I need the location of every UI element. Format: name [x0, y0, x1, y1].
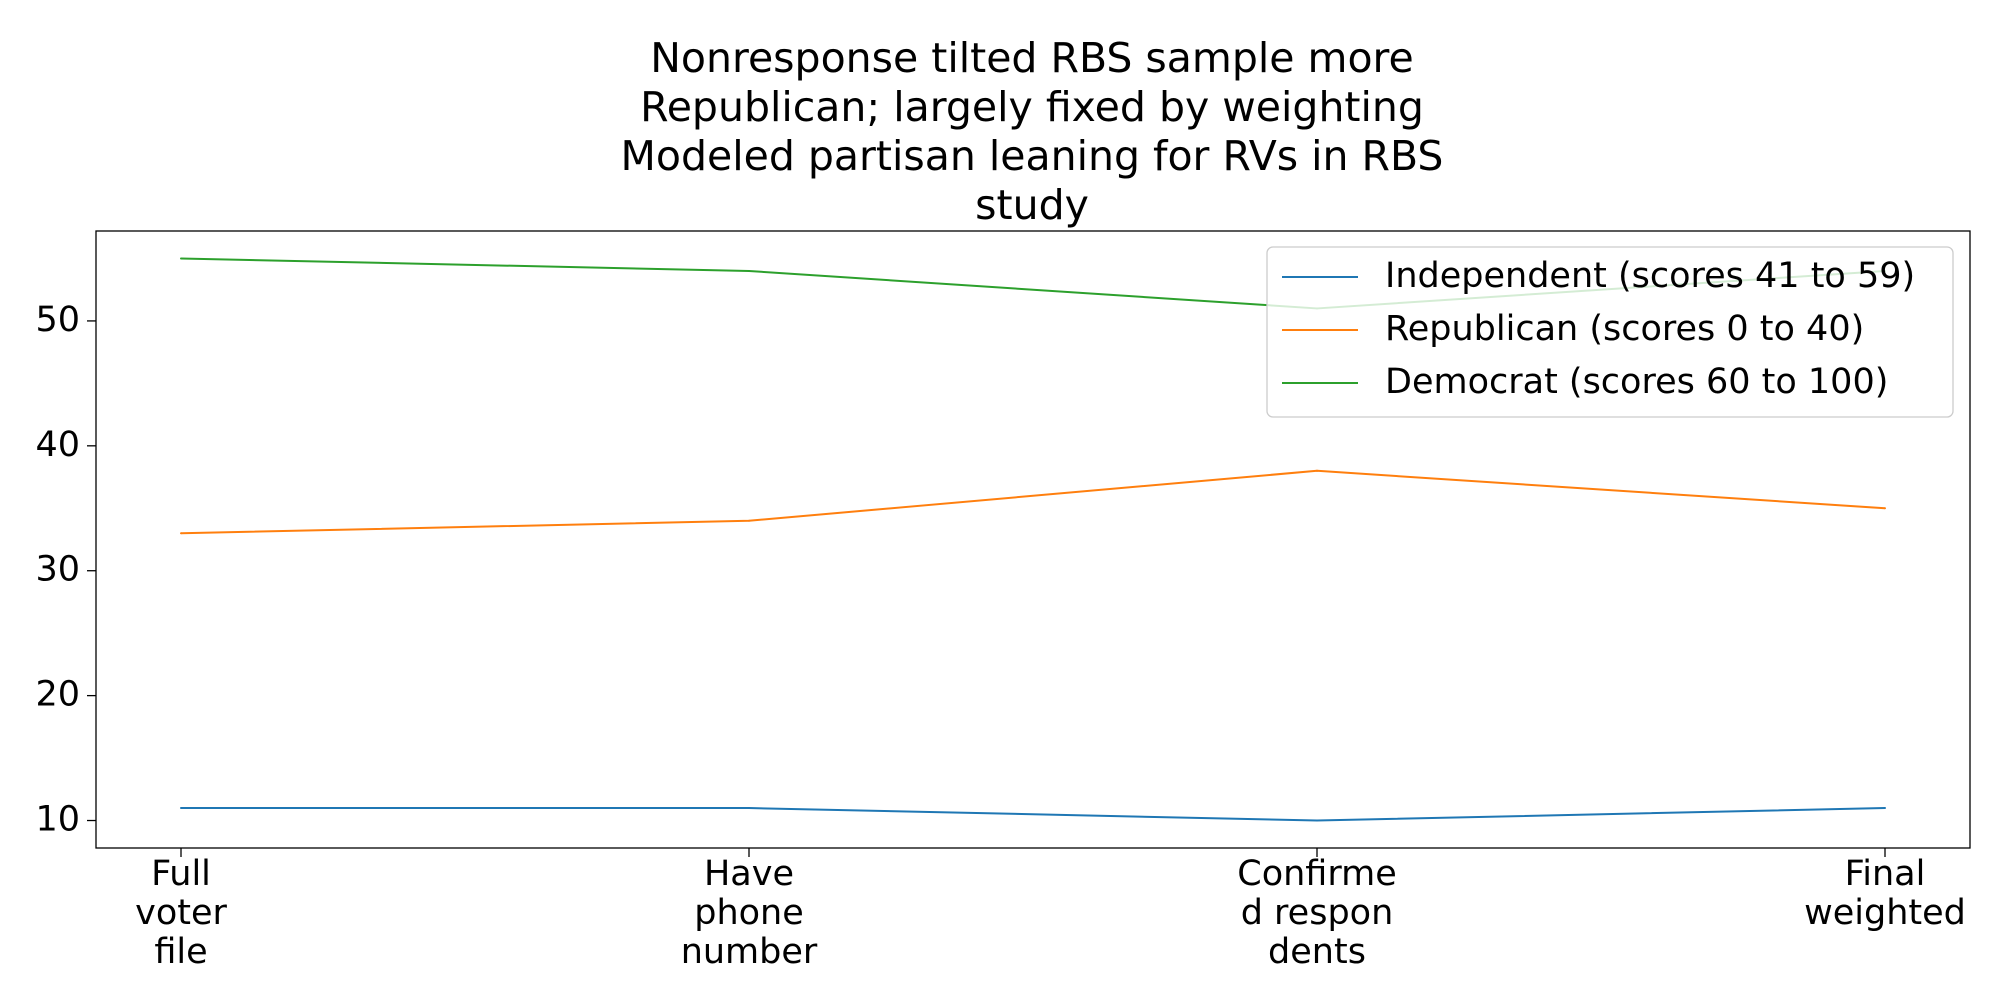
y-tick-label: 40 — [35, 425, 80, 465]
data-point — [1316, 469, 1318, 472]
legend-item: Independent (scores 41 to 59) — [1282, 256, 1915, 296]
legend: Independent (scores 41 to 59) Republican … — [1266, 246, 1954, 418]
x-tick-label-line: voter — [135, 893, 227, 933]
x-tick-label-line: Final — [1845, 854, 1926, 894]
legend-box — [1266, 246, 1954, 418]
y-tick-label: 20 — [35, 675, 80, 715]
legend-label: Republican (scores 0 to 40) — [1385, 309, 1864, 349]
series-line-0 — [181, 807, 1886, 822]
data-point — [748, 269, 750, 272]
chart-title-line: Republican; largely fixed by weighting — [640, 83, 1424, 131]
x-tick-label-line: Confirme — [1237, 854, 1396, 894]
legend-label: Democrat (scores 60 to 100) — [1385, 362, 1888, 402]
data-point — [748, 519, 750, 522]
chart-title-line: Nonresponse tilted RBS sample more — [650, 34, 1413, 82]
x-tick-label-line: Full — [151, 854, 211, 894]
legend-item: Republican (scores 0 to 40) — [1282, 309, 1864, 349]
legend-item: Democrat (scores 60 to 100) — [1282, 362, 1888, 402]
y-tick-label: 10 — [35, 800, 80, 840]
legend-label: Independent (scores 41 to 59) — [1385, 256, 1915, 296]
x-tick-label-line: dents — [1268, 932, 1366, 972]
data-point — [180, 532, 182, 535]
chart-title-line: study — [975, 181, 1089, 229]
series-line-1 — [180, 469, 1886, 535]
chart-title-line: Modeled partisan leaning for RVs in RBS — [621, 132, 1444, 180]
x-tick-label-line: phone — [694, 893, 804, 933]
data-point — [180, 257, 182, 260]
x-tick-label-line: number — [681, 932, 818, 972]
y-tick-label: 50 — [35, 300, 80, 340]
x-tick-label-line: file — [154, 932, 207, 972]
data-point — [180, 807, 182, 810]
chart-title: Nonresponse tilted RBS sample moreRepubl… — [621, 34, 1444, 229]
y-tick-label: 30 — [35, 550, 80, 590]
data-point — [748, 807, 750, 810]
data-point — [1884, 507, 1886, 510]
plot-frame — [95, 230, 1971, 849]
x-tick-label-line: Have — [704, 854, 794, 894]
data-point — [1884, 807, 1886, 810]
y-axis: 10 20 30 40 50 — [35, 300, 96, 840]
data-point — [1316, 819, 1318, 822]
x-tick-label-line: weighted — [1804, 893, 1966, 933]
x-tick-label-line: d respon — [1241, 893, 1394, 933]
